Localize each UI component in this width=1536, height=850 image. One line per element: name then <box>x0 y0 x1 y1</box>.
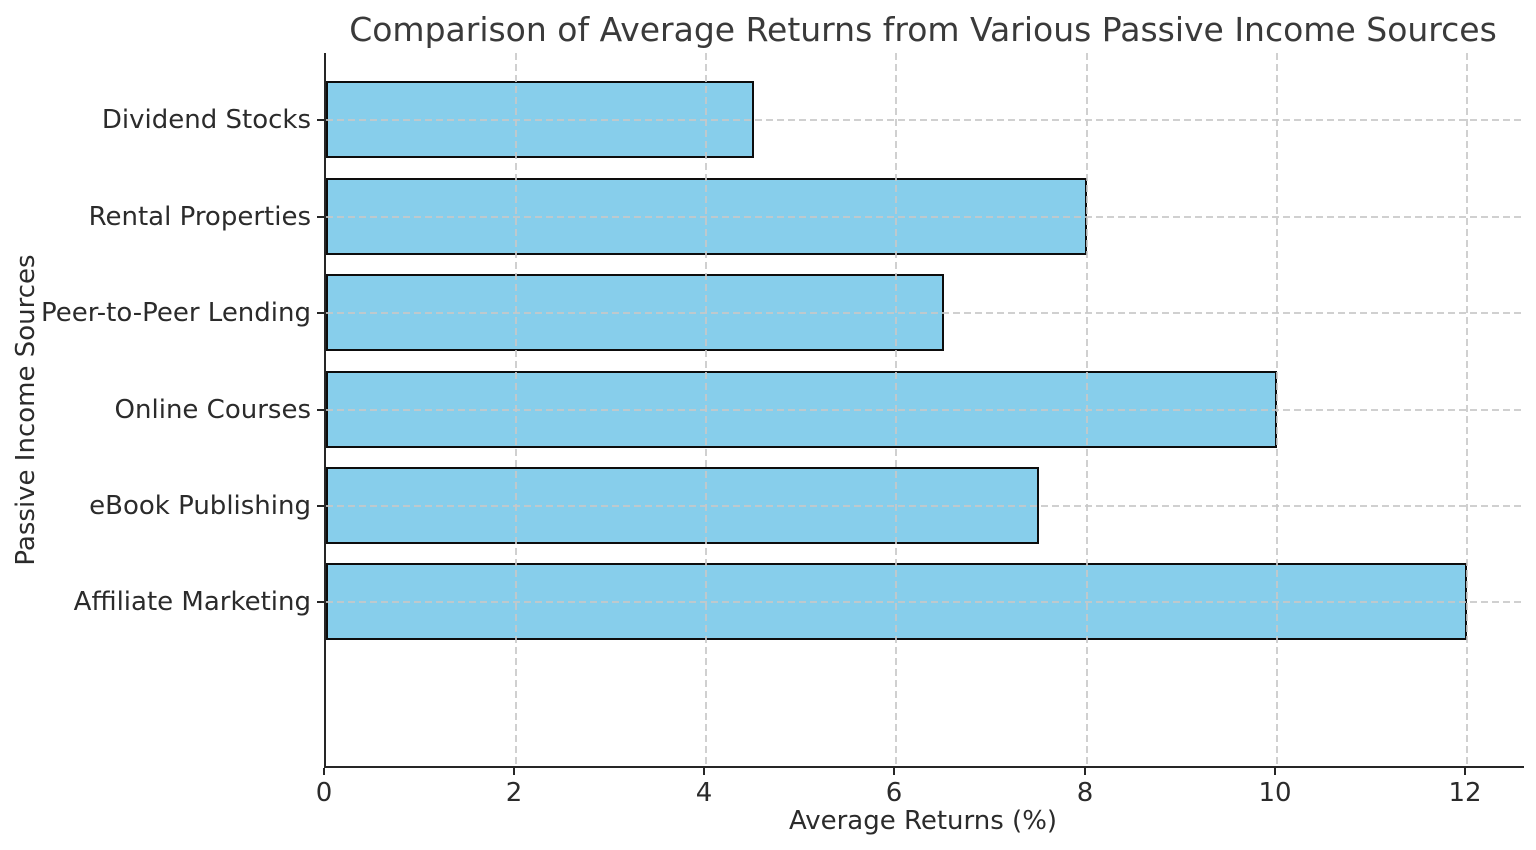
x-tick-mark-2 <box>513 768 515 775</box>
x-tick-mark-6 <box>893 768 895 775</box>
x-tick-label-8: 8 <box>1076 778 1094 808</box>
y-gridline-affiliate-marketing <box>326 601 1524 603</box>
y-tick-mark-rental-properties <box>317 216 324 218</box>
x-tick-label-0: 0 <box>315 778 333 808</box>
x-tick-mark-8 <box>1084 768 1086 775</box>
y-tick-label-dividend-stocks: Dividend Stocks <box>101 105 311 135</box>
x-tick-label-4: 4 <box>695 778 713 808</box>
y-gridline-dividend-stocks <box>326 119 1524 121</box>
x-tick-mark-10 <box>1274 768 1276 775</box>
y-tick-mark-online-courses <box>317 409 324 411</box>
x-tick-mark-0 <box>323 768 325 775</box>
y-tick-mark-affiliate-marketing <box>317 601 324 603</box>
x-axis-label: Average Returns (%) <box>788 806 1058 836</box>
y-gridline-peer-to-peer-lending <box>326 312 1524 314</box>
x-tick-label-12: 12 <box>1448 778 1482 808</box>
y-tick-mark-dividend-stocks <box>317 119 324 121</box>
y-gridline-online-courses <box>326 409 1524 411</box>
x-tick-label-6: 6 <box>885 778 903 808</box>
y-tick-mark-ebook-publishing <box>317 505 324 507</box>
y-gridline-rental-properties <box>326 216 1524 218</box>
y-tick-mark-peer-to-peer-lending <box>317 312 324 314</box>
x-tick-mark-4 <box>703 768 705 775</box>
y-tick-label-online-courses: Online Courses <box>114 395 311 425</box>
x-tick-label-2: 2 <box>505 778 523 808</box>
y-tick-label-peer-to-peer-lending: Peer-to-Peer Lending <box>40 298 311 328</box>
y-gridline-ebook-publishing <box>326 505 1524 507</box>
plot-area <box>324 53 1524 768</box>
x-tick-mark-12 <box>1464 768 1466 775</box>
y-tick-label-rental-properties: Rental Properties <box>88 202 311 232</box>
x-tick-label-10: 10 <box>1258 778 1292 808</box>
y-tick-label-affiliate-marketing: Affiliate Marketing <box>73 587 311 617</box>
y-tick-label-ebook-publishing: eBook Publishing <box>89 491 311 521</box>
chart-title: Comparison of Average Returns from Vario… <box>349 10 1497 49</box>
